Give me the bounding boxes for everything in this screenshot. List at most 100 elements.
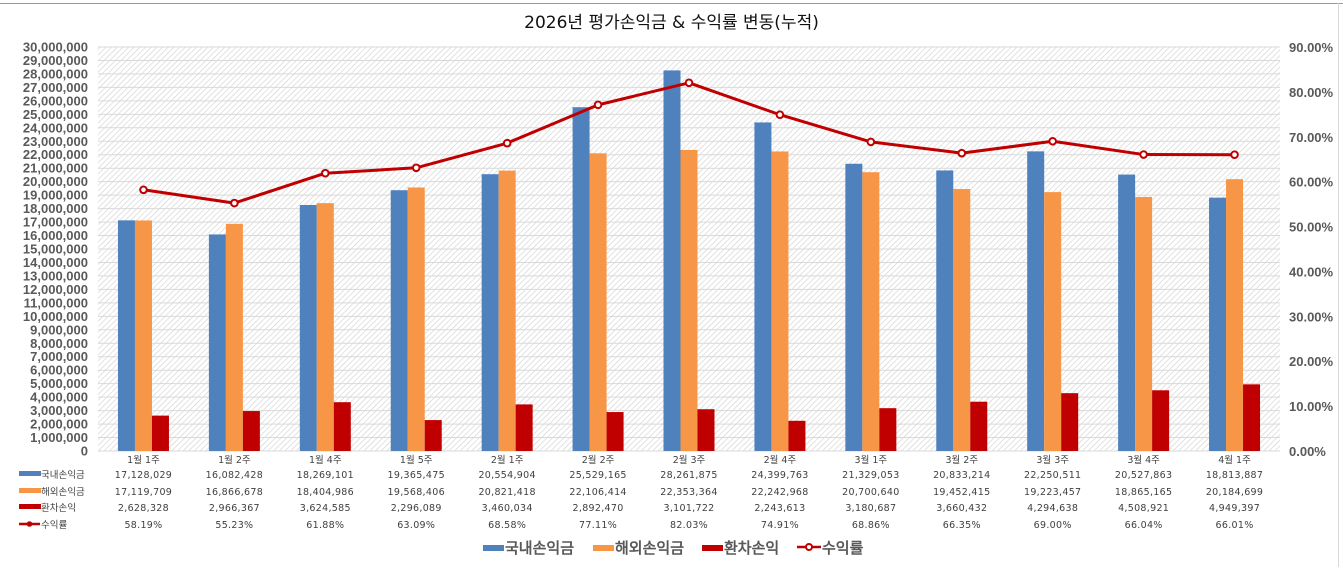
table-cell: 22,250,511	[1024, 470, 1081, 481]
bar-domestic	[481, 174, 499, 451]
y-tick-label: 13,000,000	[23, 268, 88, 283]
y-tick-label: 16,000,000	[23, 228, 88, 243]
bar-domestic	[299, 204, 317, 451]
category-label: 3월 3주	[1036, 454, 1069, 466]
table-cell: 3,624,585	[300, 503, 351, 514]
return-rate-point	[957, 148, 967, 158]
bar-overseas	[1044, 192, 1062, 451]
table-series-name: 환차손익	[41, 502, 76, 514]
table-cell: 19,568,406	[388, 487, 445, 498]
table-cell: 3,180,687	[845, 503, 896, 514]
category-label: 4월 1주	[1218, 454, 1251, 466]
table-cell: 3,660,432	[936, 503, 987, 514]
y2-tick-label: 60.00%	[1289, 175, 1334, 190]
category-label: 1월 2주	[218, 454, 251, 466]
bar-fx	[515, 404, 533, 451]
y-tick-label: 22,000,000	[23, 147, 88, 162]
legend-label: 환차손익	[724, 539, 779, 557]
bar-overseas	[1226, 179, 1244, 451]
table-cell: 4,294,638	[1027, 503, 1078, 514]
bar-domestic	[663, 70, 681, 452]
y-tick-label: 12,000,000	[23, 282, 88, 297]
bar-domestic	[208, 234, 226, 451]
category-label: 2월 4주	[764, 454, 797, 466]
y-tick-label: 8,000,000	[30, 336, 88, 351]
table-cell: 66.35%	[943, 520, 981, 531]
category-label: 3월 2주	[945, 454, 978, 466]
table-cell: 3,101,722	[663, 503, 714, 514]
table-cell: 22,353,364	[660, 487, 717, 498]
y-tick-label: 27,000,000	[23, 80, 88, 95]
y-tick-label: 25,000,000	[23, 107, 88, 122]
bar-domestic	[117, 220, 135, 451]
table-cell: 2,892,470	[573, 503, 624, 514]
table-cell: 19,223,457	[1024, 487, 1081, 498]
table-cell: 18,813,887	[1206, 470, 1263, 481]
table-cell: 21,329,053	[842, 470, 899, 481]
y-tick-label: 17,000,000	[23, 215, 88, 230]
table-cell: 18,865,165	[1115, 487, 1172, 498]
bar-domestic	[1027, 151, 1045, 451]
table-cell: 28,261,875	[660, 470, 717, 481]
return-rate-point	[502, 138, 512, 148]
table-cell: 61.88%	[306, 520, 344, 531]
y-tick-label: 6,000,000	[30, 363, 88, 378]
return-rate-point	[1139, 150, 1148, 159]
y-tick-label: 4,000,000	[30, 390, 88, 405]
bar-overseas	[771, 151, 789, 451]
table-cell: 22,242,968	[751, 487, 808, 498]
category-label: 3월 1주	[855, 454, 888, 466]
return-rate-point	[1048, 136, 1057, 146]
y-tick-label: 21,000,000	[23, 161, 88, 176]
y-tick-label: 14,000,000	[23, 255, 88, 270]
table-series-name: 국내손익금	[41, 469, 85, 481]
y-tick-label: 19,000,000	[23, 188, 88, 203]
category-label: 2월 3주	[673, 454, 706, 466]
table-cell: 19,452,415	[933, 487, 990, 498]
legend-label: 수익률	[822, 539, 864, 557]
table-cell: 4,508,921	[1118, 503, 1169, 514]
bar-overseas	[316, 203, 334, 451]
return-rate-point	[866, 137, 876, 147]
legend-key-swatch	[19, 504, 41, 509]
bar-fx	[606, 412, 624, 451]
return-rate-point	[775, 110, 785, 120]
return-rate-line	[139, 78, 1239, 208]
table-cell: 18,404,986	[297, 487, 354, 498]
y-tick-label: 9,000,000	[30, 322, 88, 337]
table-cell: 4,949,397	[1209, 503, 1260, 514]
table-cell: 19,365,475	[388, 470, 445, 481]
y-tick-label: 18,000,000	[23, 201, 88, 216]
y-tick-label: 11,000,000	[24, 295, 88, 310]
y-tick-label: 5,000,000	[30, 376, 88, 391]
bar-overseas	[680, 149, 698, 451]
table-cell: 77.11%	[579, 520, 617, 531]
chart-frame	[0, 3, 1339, 567]
table-cell: 68.58%	[488, 520, 526, 531]
bar-domestic	[754, 122, 772, 451]
table-cell: 24,399,763	[751, 470, 808, 481]
table-cell: 66.04%	[1125, 520, 1163, 531]
legend-swatch	[483, 545, 504, 551]
y-tick-label: 1,000,000	[30, 430, 88, 445]
legend-swatch	[702, 545, 723, 551]
legend-label: 해외손익금	[615, 539, 684, 557]
table-cell: 16,866,678	[206, 487, 263, 498]
bar-overseas	[589, 153, 607, 451]
bar-overseas	[225, 223, 243, 451]
y2-tick-label: 20.00%	[1289, 354, 1334, 369]
y-tick-label: 7,000,000	[30, 349, 88, 364]
y-tick-label: 0	[81, 444, 88, 459]
y-tick-label: 2,000,000	[30, 417, 88, 432]
bar-fx	[424, 420, 442, 451]
bar-fx	[242, 411, 260, 451]
y2-tick-label: 50.00%	[1289, 220, 1334, 235]
y2-tick-label: 70.00%	[1289, 130, 1334, 145]
y-tick-label: 15,000,000	[23, 242, 88, 257]
y2-tick-label: 80.00%	[1289, 85, 1334, 100]
category-label: 1월 4주	[309, 454, 342, 466]
bar-overseas	[953, 189, 971, 451]
table-cell: 20,821,418	[478, 487, 535, 498]
y-tick-label: 26,000,000	[23, 93, 88, 108]
bar-fx	[1243, 384, 1261, 451]
